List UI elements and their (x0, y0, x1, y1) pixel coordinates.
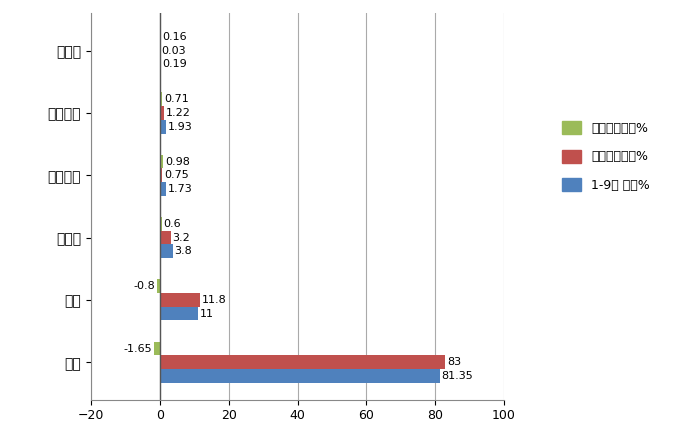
Bar (160, 182, 166, 196)
Bar (154, 342, 160, 355)
Text: 0.16: 0.16 (162, 32, 187, 42)
Text: 11: 11 (199, 309, 213, 319)
Text: 0.71: 0.71 (164, 94, 189, 104)
Bar (160, 92, 162, 106)
Bar (160, 217, 162, 231)
Text: 3.2: 3.2 (173, 233, 190, 242)
Bar (160, 106, 164, 120)
Bar (160, 120, 167, 134)
Text: 0.75: 0.75 (164, 170, 189, 180)
Bar (160, 369, 440, 383)
Text: 0.19: 0.19 (162, 59, 187, 69)
Text: 0.6: 0.6 (164, 219, 181, 229)
Bar (160, 245, 173, 258)
Text: 81.35: 81.35 (442, 371, 473, 381)
Text: 11.8: 11.8 (202, 295, 227, 305)
Bar (160, 168, 162, 182)
Text: 0.98: 0.98 (165, 157, 190, 166)
Text: -0.8: -0.8 (134, 281, 155, 291)
Text: 0.03: 0.03 (162, 46, 186, 56)
Text: 1.22: 1.22 (166, 108, 190, 118)
Text: 1.93: 1.93 (168, 122, 193, 132)
Text: 3.8: 3.8 (174, 246, 193, 256)
Bar (157, 279, 160, 293)
Legend: 占比同比增减%, 去年同期占比%, 1-9月 占比%: 占比同比增减%, 去年同期占比%, 1-9月 占比% (557, 116, 654, 197)
Text: 1.73: 1.73 (167, 184, 192, 194)
Bar (160, 355, 445, 369)
Text: -1.65: -1.65 (124, 344, 153, 353)
Bar (160, 231, 171, 245)
Text: 83: 83 (447, 357, 461, 367)
Bar (160, 293, 200, 307)
Bar (160, 307, 197, 321)
Bar (160, 155, 163, 168)
